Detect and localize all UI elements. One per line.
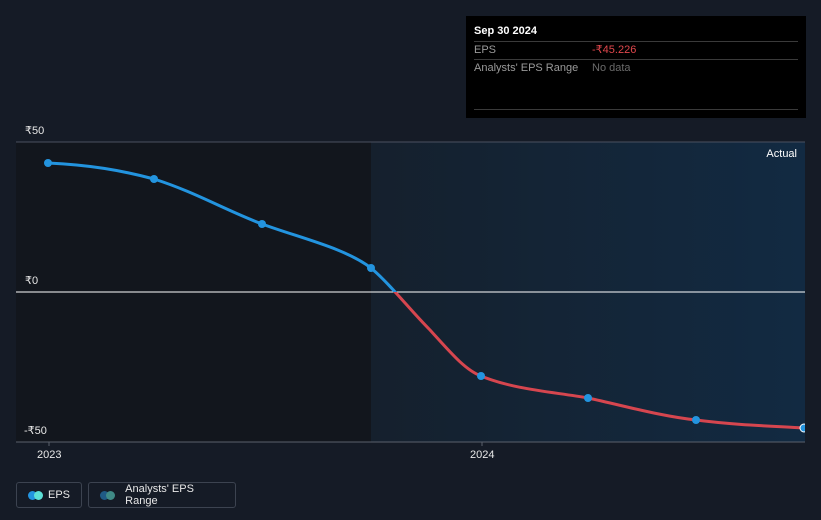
data-point[interactable] [692,416,700,424]
x-tick-label-2024: 2024 [470,449,495,461]
data-point[interactable] [367,264,375,272]
y-tick-label-0: ₹0 [25,275,39,287]
tooltip-row-eps: EPS -₹45.226 [474,41,798,59]
x-tick-label-2023: 2023 [37,449,62,461]
legend-item-eps[interactable]: EPS [16,482,82,508]
range-legend-icon [100,490,115,500]
right-mask [805,130,821,450]
legend-label-eps: EPS [47,489,70,501]
tooltip-divider [474,109,798,110]
tooltip-range-value: No data [592,62,631,74]
eps-legend-icon [28,490,43,500]
legend: EPS Analysts' EPS Range [16,482,236,508]
tooltip-date: Sep 30 2024 [474,25,537,37]
legend-item-analysts-range[interactable]: Analysts' EPS Range [88,482,236,508]
tooltip-eps-label: EPS [474,44,497,56]
tooltip-range-label: Analysts' EPS Range [474,62,579,74]
tooltip: Sep 30 2024 EPS -₹45.226 Analysts' EPS R… [466,16,806,118]
legend-label-analysts-range: Analysts' EPS Range [125,483,194,507]
tooltip-row-range: Analysts' EPS Range No data [474,59,798,77]
data-point[interactable] [258,220,266,228]
eps-line-positive [47,161,398,292]
data-point[interactable] [150,175,158,183]
data-point[interactable] [584,394,592,402]
y-tick-label-minus-50: -₹50 [24,425,47,437]
data-point[interactable] [44,159,52,167]
tooltip-eps-value: -₹45.226 [592,44,637,56]
eps-line-negative [393,292,805,430]
y-tick-label-50: ₹50 [25,125,45,137]
actual-region-label: Actual [766,148,797,160]
data-point[interactable] [477,372,485,380]
